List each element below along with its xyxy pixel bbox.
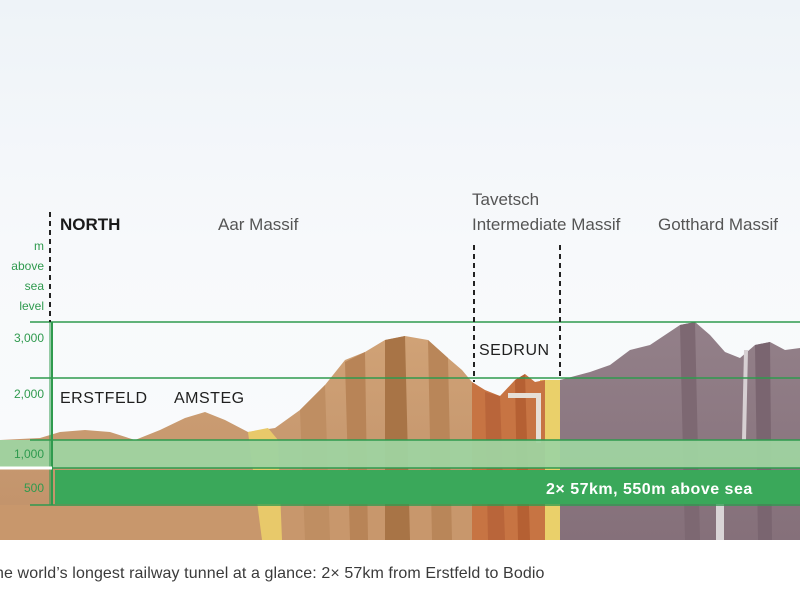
sedrun-shaft (536, 393, 541, 443)
axis-unit-line: m (34, 239, 44, 253)
shaft-upper (742, 350, 748, 440)
north-label: NORTH (60, 215, 120, 234)
tunnel-bar (55, 470, 800, 504)
tavetsch-label-line2: Intermediate Massif (472, 215, 621, 234)
erstfeld-label: ERSTFELD (60, 390, 148, 407)
axis-unit-line: above (11, 259, 44, 273)
figure-caption: he world’s longest railway tunnel at a g… (0, 565, 545, 582)
gotthard-massif-label: Gotthard Massif (658, 215, 778, 234)
axis-unit-line: sea (25, 279, 45, 293)
tick-label-1000: 1,000 (14, 447, 44, 461)
tavetsch-label-line1: Tavetsch (472, 190, 539, 209)
altitude-band (0, 440, 800, 468)
profile-svg: m above sea level 3,000 2,000 1,000 500 … (0, 190, 800, 540)
tick-label-500: 500 (24, 481, 44, 495)
tunnel-label: 2× 57km, 550m above sea (546, 481, 753, 498)
sedrun-access (508, 393, 538, 398)
aar-massif-label: Aar Massif (218, 215, 299, 234)
sedrun-label: SEDRUN (479, 342, 550, 359)
amsteg-label: AMSTEG (174, 390, 245, 407)
caption-area (0, 540, 800, 600)
axis-unit-line: level (19, 299, 44, 313)
tick-label-2000: 2,000 (14, 387, 44, 401)
tick-label-3000: 3,000 (14, 331, 44, 345)
